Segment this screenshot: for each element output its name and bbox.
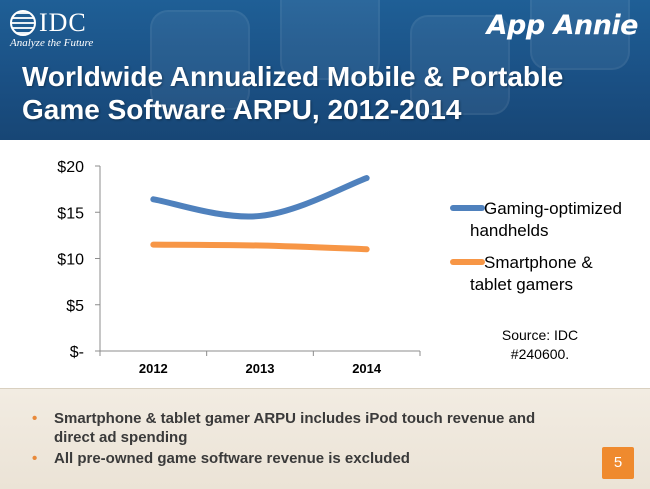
idc-logo-text: IDC [39, 8, 87, 37]
legend-label: Gaming-optimized [484, 199, 622, 218]
y-tick-label: $15 [57, 205, 84, 222]
bullet-icon: • [32, 409, 37, 428]
note-item: • Smartphone & tablet gamer ARPU includes… [32, 409, 572, 447]
notes-list: • Smartphone & tablet gamer ARPU includes… [32, 409, 572, 470]
app-annie-logo: App Annie [487, 10, 638, 41]
x-tick-label: 2012 [139, 361, 168, 376]
legend-label: tablet gamers [470, 275, 573, 294]
y-tick-label: $20 [57, 159, 84, 176]
legend-label: Smartphone & [484, 253, 593, 272]
slide-footer: • Smartphone & tablet gamer ARPU includes… [0, 388, 650, 489]
legend-label: handhelds [470, 221, 548, 240]
idc-logo: IDC Analyze the Future [10, 8, 93, 49]
source-note: #240600. [511, 346, 569, 362]
note-text: Smartphone & tablet gamer ARPU includes … [54, 410, 535, 446]
page-number: 5 [602, 447, 634, 479]
series-line-1 [153, 245, 366, 250]
arpu-line-chart: $- $5 $10 $15 $20 2012 2013 2014 Gaming-optimize… [0, 140, 650, 388]
note-text: All pre-owned game software revenue is e… [54, 450, 410, 467]
source-note: Source: IDC [502, 327, 578, 343]
slide-title: Worldwide Annualized Mobile & Portable G… [22, 60, 632, 126]
note-item: • All pre-owned game software revenue is … [32, 449, 572, 468]
slide-header: IDC Analyze the Future App Annie Worldwi… [0, 0, 650, 140]
idc-tagline: Analyze the Future [10, 37, 93, 49]
y-tick-label: $- [70, 344, 84, 361]
x-tick-label: 2013 [246, 361, 275, 376]
y-tick-label: $10 [57, 252, 84, 269]
globe-icon [10, 10, 36, 36]
chart-area: $- $5 $10 $15 $20 2012 2013 2014 Gaming-optimize… [0, 140, 650, 388]
bullet-icon: • [32, 449, 37, 468]
series-line-0 [153, 178, 366, 216]
y-tick-label: $5 [66, 298, 84, 315]
x-tick-label: 2014 [352, 361, 382, 376]
